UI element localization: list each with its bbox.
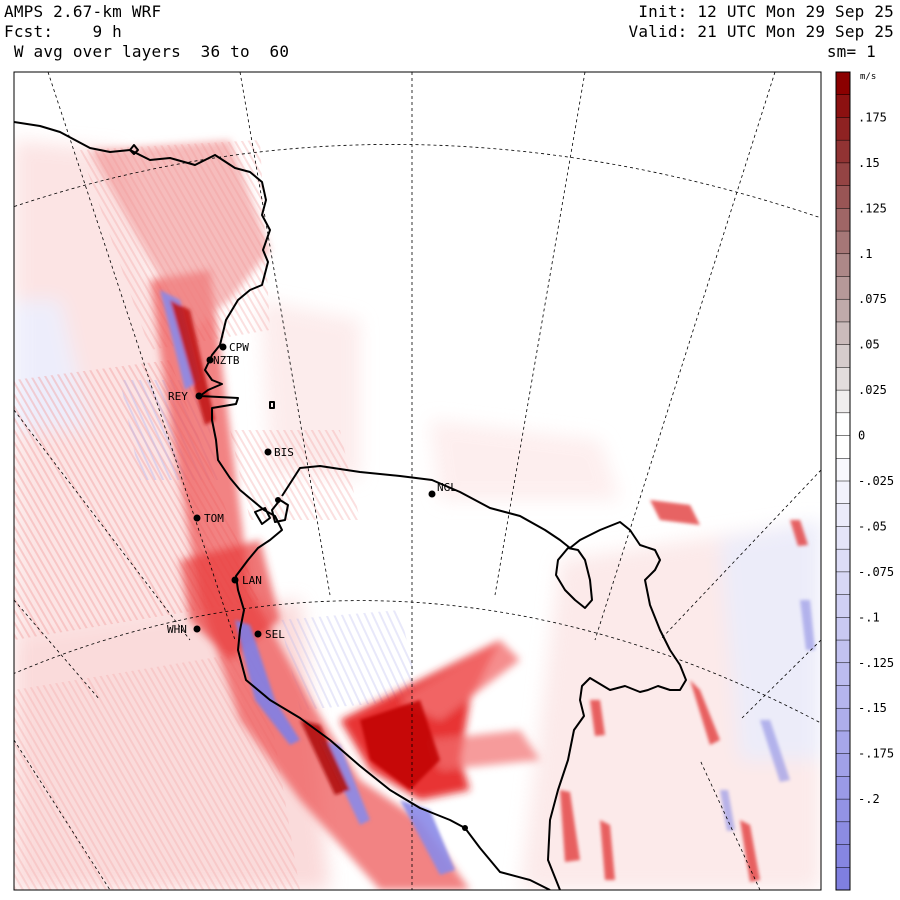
colorbar-cell	[836, 276, 850, 300]
colorbar-cell	[836, 730, 850, 754]
colorbar-cell	[836, 594, 850, 618]
colorbar-cell	[836, 344, 850, 368]
plot-frame	[13, 71, 822, 891]
colorbar-tick-label: -.2	[858, 792, 880, 806]
colorbar-cell	[836, 185, 850, 209]
station-labels: CPW NZTB REY BIS NGL TOM LAN WHN SEL	[167, 341, 457, 641]
model-title: AMPS 2.67-km WRF	[4, 2, 162, 21]
colorbar-cell	[836, 549, 850, 573]
layer-average-label: W avg over layers 36 to 60	[4, 42, 290, 61]
colorbar-cell	[836, 685, 850, 709]
station-dot-tom	[193, 514, 201, 522]
colorbar-tick-label: -.05	[858, 519, 887, 533]
colorbar-cell	[836, 844, 850, 868]
station-label-cpw: CPW	[229, 341, 249, 354]
colorbar-tick-label: -.175	[858, 747, 894, 761]
colorbar-cell	[836, 435, 850, 459]
colorbar-cell	[836, 253, 850, 277]
coastline	[14, 121, 687, 890]
colorbar-cell	[836, 617, 850, 641]
colorbar-cell	[836, 776, 850, 800]
colorbar-cell	[836, 458, 850, 482]
colorbar-cell	[836, 821, 850, 845]
colorbar-tick-label: 0	[858, 429, 865, 443]
colorbar-tick-label: .15	[858, 156, 880, 170]
colorbar-cell	[836, 571, 850, 595]
colorbar-tick-label: -.125	[858, 656, 894, 670]
colorbar-cell	[836, 321, 850, 345]
colorbar-tick-label: -.025	[858, 474, 894, 488]
station-dot-whn	[193, 625, 201, 633]
valid-time: Valid: 21 UTC Mon 29 Sep 25	[628, 22, 894, 41]
colorbar-cell	[836, 231, 850, 255]
station-label-ngl: NGL	[437, 481, 457, 494]
colorbar-cell	[836, 117, 850, 141]
colorbar-cell	[836, 708, 850, 732]
colorbar-cell	[836, 208, 850, 232]
station-dot-bis	[264, 448, 272, 456]
colorbar-tick-label: .075	[858, 292, 887, 306]
station-dot-unlabeled-2	[462, 825, 468, 831]
station-dot-sel	[254, 630, 262, 638]
station-label-whn: WHN	[167, 623, 187, 636]
station-dot-unlabeled-1	[275, 497, 281, 503]
init-time: Init: 12 UTC Mon 29 Sep 25	[638, 2, 894, 21]
colorbar-cell	[836, 299, 850, 323]
graticule	[14, 72, 821, 890]
colorbar-cell	[836, 526, 850, 550]
colorbar-tick-label: .025	[858, 383, 887, 397]
colorbar-tick-label: .175	[858, 110, 887, 124]
colorbar-cell	[836, 72, 850, 96]
station-dot-ngl	[428, 490, 436, 498]
station-dot-nztb	[206, 356, 214, 364]
smoothing-label: sm= 1	[826, 42, 876, 61]
station-label-rey: REY	[168, 390, 188, 403]
colorbar-cell	[836, 867, 850, 891]
station-label-sel: SEL	[265, 628, 285, 641]
station-label-lan: LAN	[242, 574, 262, 587]
colorbar-cell	[836, 140, 850, 164]
colorbar-cell	[836, 753, 850, 777]
station-dot-cpw	[219, 343, 227, 351]
forecast-hour: Fcst: 9 h	[4, 22, 122, 41]
station-dot-rey	[195, 392, 203, 400]
colorbar-cell	[836, 503, 850, 527]
colorbar-tick-label: -.075	[858, 565, 894, 579]
colorbar-cell	[836, 390, 850, 414]
station-label-tom: TOM	[204, 512, 224, 525]
colorbar-cell	[836, 367, 850, 391]
station-dot-lan	[231, 576, 239, 584]
colorbar-cell	[836, 162, 850, 186]
station-markers	[193, 343, 468, 831]
station-label-bis: BIS	[274, 446, 294, 459]
colorbar-unit: m/s	[860, 72, 876, 82]
colorbar-tick-label: -.15	[858, 701, 887, 715]
station-label-nztb: NZTB	[213, 354, 240, 367]
colorbar-cell	[836, 662, 850, 686]
colorbar-tick-label: .125	[858, 201, 887, 215]
colorbar-cell	[836, 640, 850, 664]
colorbar-tick-label: .05	[858, 338, 880, 352]
colorbar-tick-label: .1	[858, 247, 872, 261]
colorbar-cell	[836, 94, 850, 118]
colorbar-cell	[836, 799, 850, 823]
colorbar-cell	[836, 412, 850, 436]
colorbar-tick-label: -.1	[858, 610, 880, 624]
colorbar-cell	[836, 481, 850, 505]
map-field: CPW NZTB REY BIS NGL TOM LAN WHN SEL	[14, 72, 821, 890]
colorbar: m/s .175 .15 .125 .1 .075 .05 .025 0 -.025 -.05 -.…	[835, 71, 894, 891]
